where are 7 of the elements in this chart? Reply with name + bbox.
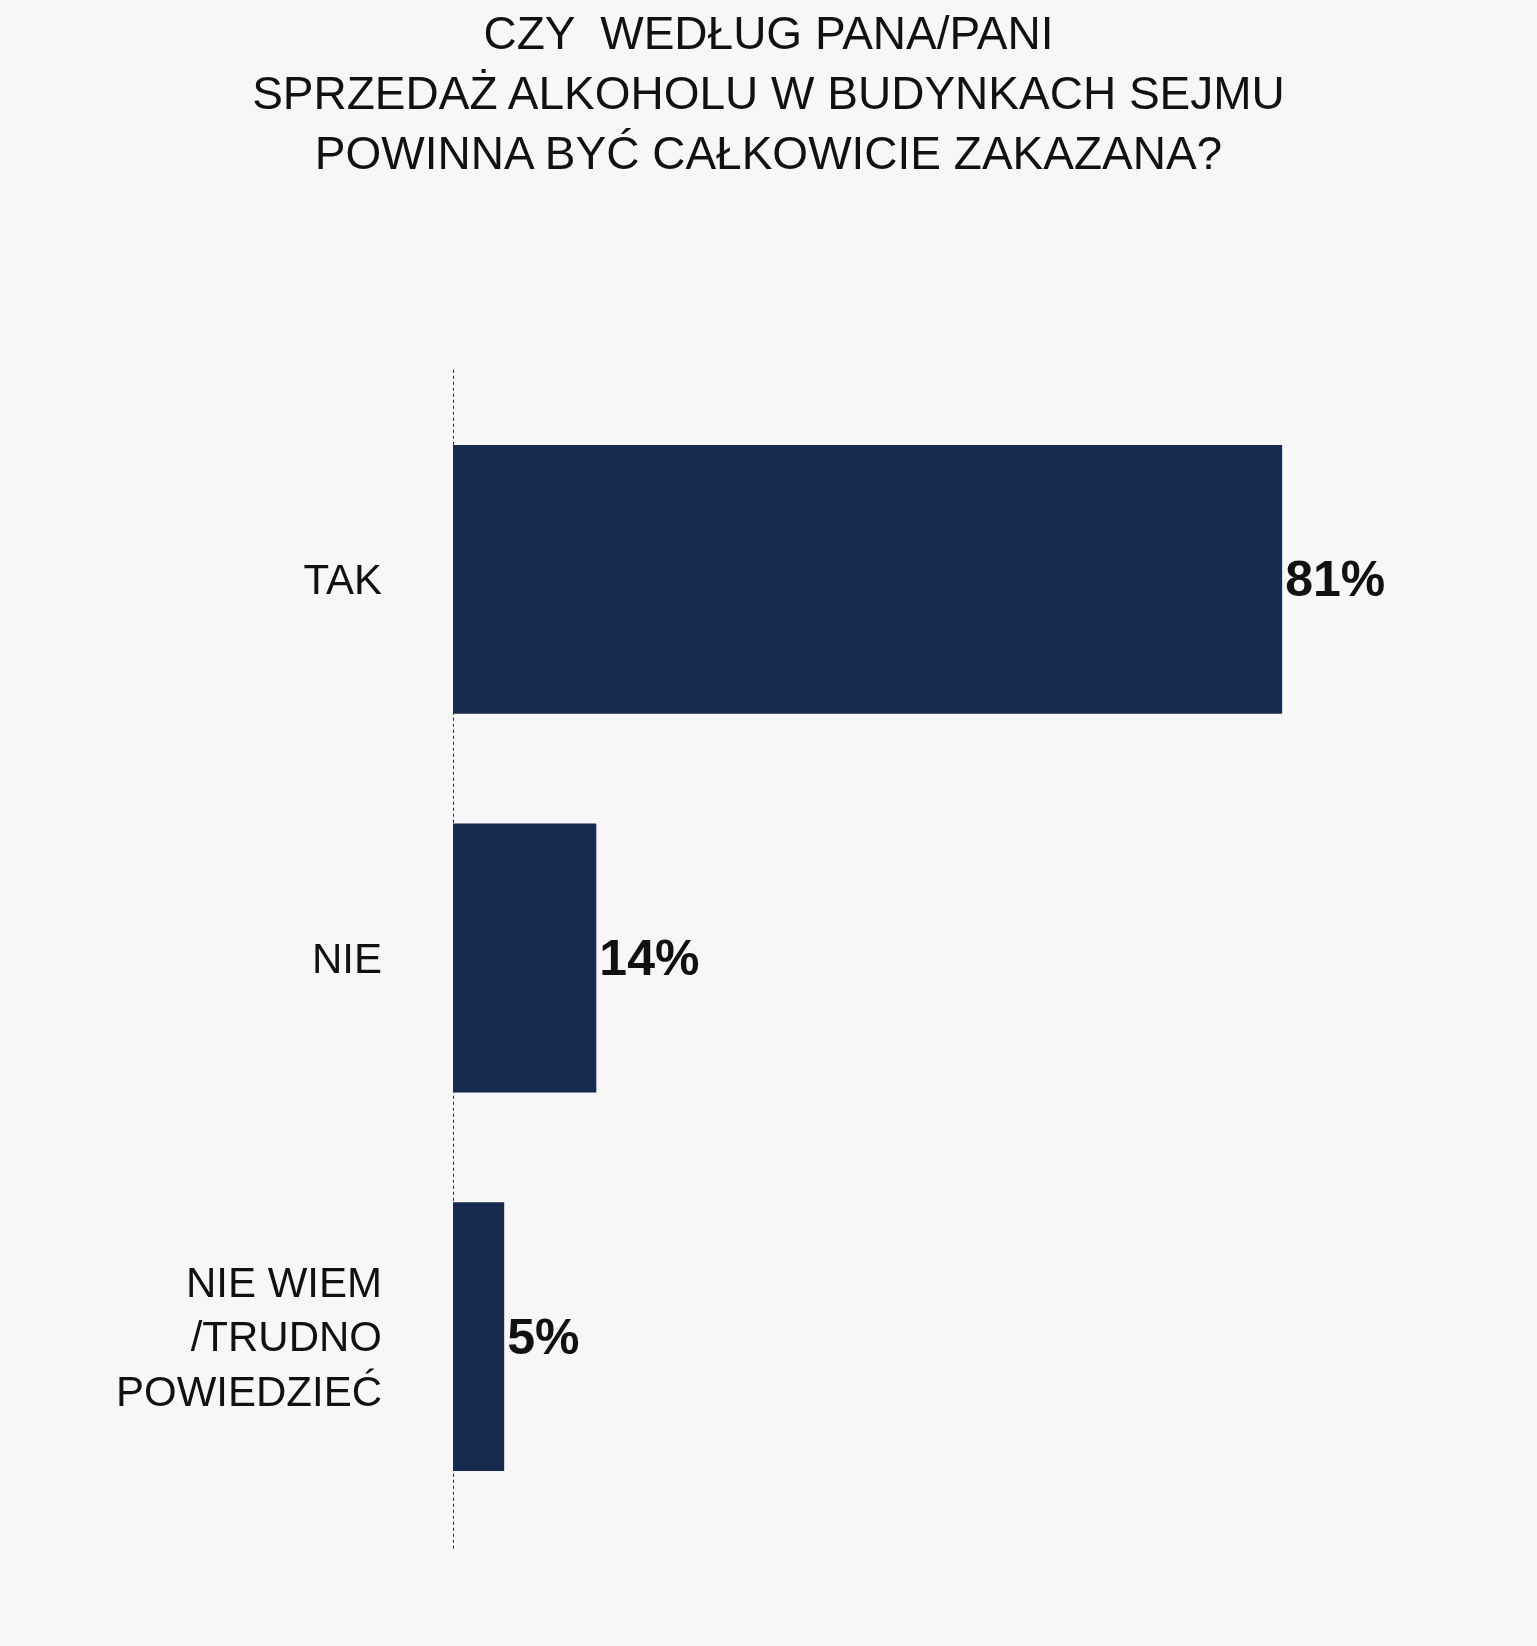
chart-title: CZY WEDŁUG PANA/PANI SPRZEDAŻ ALKOHOLU W BUDYNKACH SEJMU POWINNA BYĆ CAŁKOWICIE ZAKAZANA? (252, 7, 1285, 179)
y-tick-label: TAK (303, 556, 382, 604)
data-label: 14% (599, 930, 700, 986)
y-tick-label: NIE WIEM /TRUDNO POWIEDZIEĆ (115, 1258, 382, 1415)
y-tick-label: NIE (311, 934, 382, 982)
data-label: 5% (507, 1308, 580, 1365)
data-label: 81% (1285, 551, 1386, 608)
